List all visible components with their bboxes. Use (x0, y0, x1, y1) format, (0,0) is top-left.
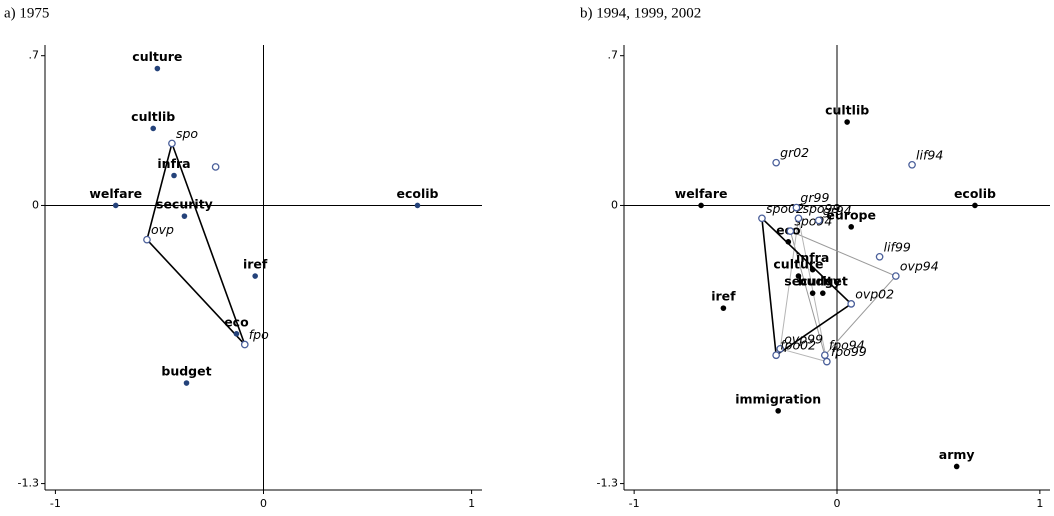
party-point (820, 351, 829, 360)
party-polygon (779, 218, 828, 363)
issue-label: cultlib (131, 109, 175, 124)
party-label: fpo02 (780, 338, 816, 353)
x-tick-label: 0 (260, 497, 267, 510)
party-label: fpo99 (831, 344, 867, 359)
party-polygon (789, 230, 897, 357)
issue-point (183, 380, 190, 386)
party-label: lif99 (884, 239, 911, 254)
panel-title: b) 1994, 1999, 2002 (580, 5, 701, 21)
party-label: spo94 (794, 214, 832, 229)
issue-point (785, 239, 792, 245)
issue-label: budget (798, 274, 848, 289)
party-point (772, 351, 780, 360)
y-tick-label: .7 (608, 49, 619, 62)
party-point (847, 300, 856, 308)
x-tick-label: 0 (834, 497, 841, 510)
issue-point (171, 172, 177, 179)
issue-point (414, 202, 421, 209)
party-label: gr02 (780, 145, 809, 160)
y-tick-label: -1.3 (597, 477, 618, 490)
issue-point (809, 290, 816, 296)
issue-point (795, 273, 802, 279)
issue-point (848, 224, 854, 230)
party-point (875, 252, 884, 261)
issue-label: welfare (675, 186, 728, 201)
issue-point (972, 202, 978, 209)
party-point (143, 235, 151, 244)
x-tick-label: 1 (468, 497, 475, 510)
party-label: ovp (151, 222, 174, 237)
issue-label: culture (132, 49, 182, 64)
issue-label: cultlib (825, 103, 869, 118)
issue-point (775, 408, 781, 414)
issue-label: iref (711, 289, 736, 304)
y-tick-label: 0 (32, 198, 39, 211)
issue-label: infra (157, 156, 190, 171)
party-polygon (760, 216, 853, 357)
issue-label: welfare (89, 186, 142, 201)
party-point (908, 160, 916, 169)
issue-label: immigration (735, 391, 821, 406)
party-label: gr94 (823, 203, 852, 218)
party-label: spo99 (802, 201, 840, 216)
party-label: lif94 (916, 147, 943, 162)
issue-point (233, 331, 240, 337)
party-point (794, 214, 803, 223)
issue-point (154, 65, 161, 72)
party-label: spo (176, 126, 198, 141)
issue-point (150, 125, 157, 132)
y-tick-label: 0 (611, 198, 618, 211)
issue-point (820, 290, 826, 296)
issue-label: ecolib (954, 186, 996, 201)
party-point (776, 344, 785, 353)
party-point (211, 163, 220, 171)
issue-label: security (156, 197, 213, 212)
issue-point (809, 266, 816, 273)
issue-label: budget (161, 364, 211, 379)
party-polygon (146, 140, 246, 346)
issue-label: army (939, 447, 975, 462)
issue-label: infra (796, 250, 829, 265)
issue-label: europe (826, 207, 876, 222)
party-point (823, 357, 831, 366)
issue-point (112, 202, 119, 209)
panel-title: a) 1975 (4, 5, 49, 21)
y-tick-label: .7 (29, 49, 40, 62)
issue-label: eco (224, 314, 249, 329)
x-tick-label: 1 (1036, 497, 1043, 510)
party-point (792, 203, 801, 212)
party-point (772, 158, 780, 167)
party-point (168, 139, 176, 148)
party-point (814, 216, 823, 225)
issue-point (252, 273, 258, 279)
party-point (786, 227, 795, 235)
x-tick-label: -1 (629, 497, 640, 510)
party-label: ovp02 (855, 286, 894, 301)
party-label: ovp99 (784, 331, 823, 346)
party-point (240, 340, 249, 349)
issue-point (720, 305, 727, 311)
party-point (758, 214, 766, 223)
party-label: fpo (249, 327, 269, 342)
issue-point (181, 213, 188, 219)
party-label: gr99 (800, 190, 829, 205)
y-tick-label: -1.3 (18, 477, 39, 490)
party-label: ovp94 (900, 259, 939, 274)
issue-label: culture (773, 257, 823, 272)
issue-label: ecolib (396, 186, 438, 201)
issue-point (698, 202, 704, 209)
issue-label: security (784, 274, 841, 289)
party-label: fpo94 (829, 338, 865, 353)
issue-label: iref (243, 257, 268, 272)
issue-point (844, 119, 850, 125)
party-point (891, 272, 900, 280)
issue-point (953, 463, 960, 470)
x-tick-label: -1 (50, 497, 61, 510)
